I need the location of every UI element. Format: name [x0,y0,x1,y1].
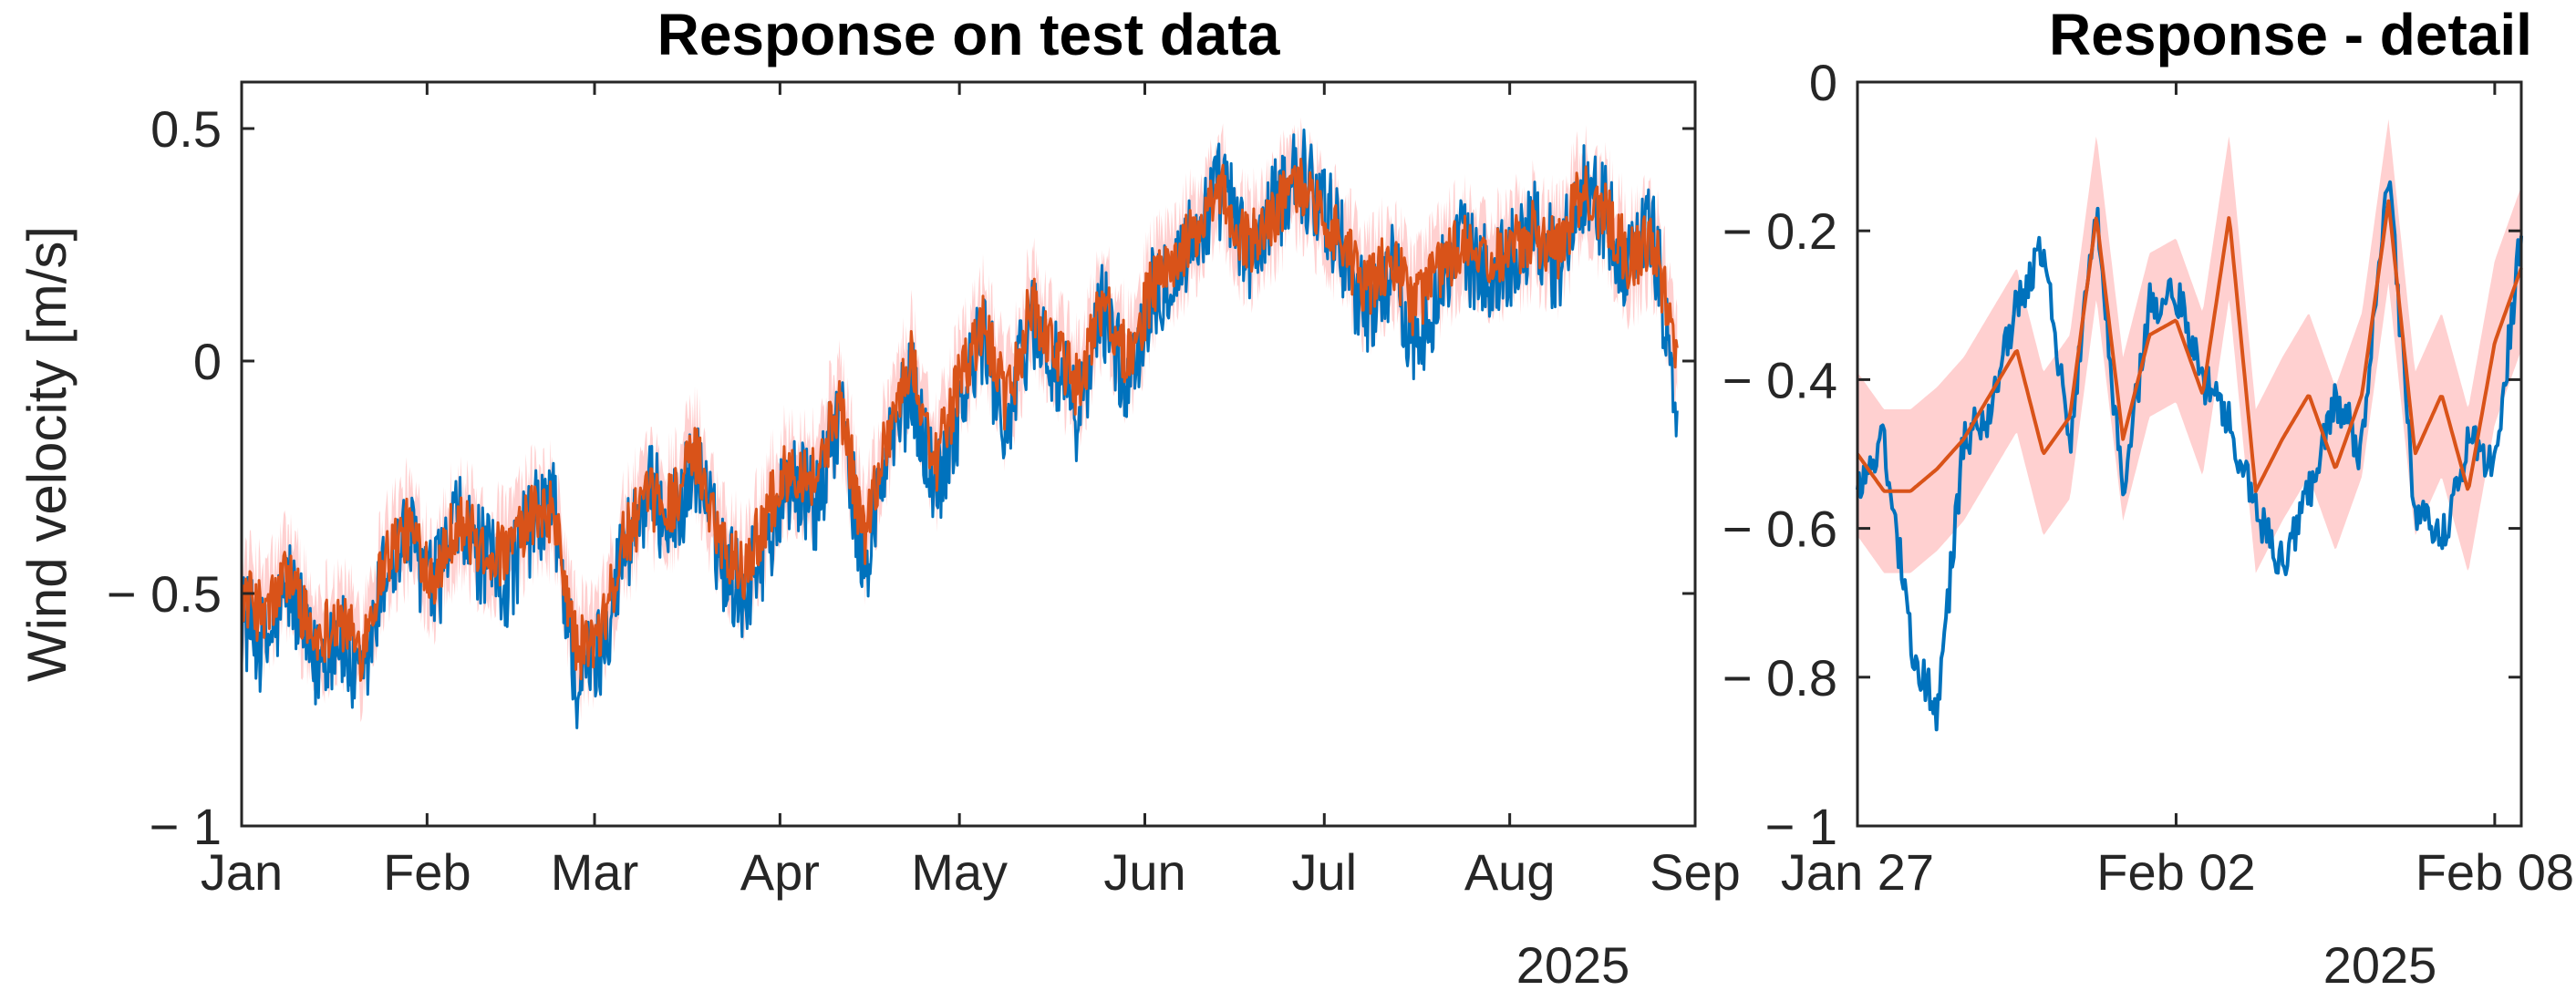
main-y-tick-label: 0.5 [150,100,222,158]
main-x-year-label: 2025 [1516,936,1630,994]
detail-x-tick-label: Jan 27 [1781,843,1934,901]
main-y-ticks: − 1 − 0.5 0 0.5 [107,100,1695,855]
main-y-tick-label: 0 [193,333,222,390]
main-x-tick-label: Mar [551,843,638,901]
main-chart-title: Response on test data [657,2,1280,67]
main-x-tick-label: Jul [1292,843,1358,901]
main-band-group [242,117,1678,723]
detail-x-ticks: Jan 27 Feb 02 Feb 08 [1781,82,2574,901]
detail-y-tick-label: − 0.2 [1723,202,1837,260]
main-x-tick-label: Apr [740,843,820,901]
detail-x-year-label: 2025 [2323,936,2437,994]
detail-x-tick-label: Feb 08 [2416,843,2574,901]
main-predicted-series [240,158,1679,682]
main-measured-line [240,129,1679,729]
main-x-tick-label: Feb [383,843,471,901]
detail-plot-area [1856,80,2523,828]
main-chart: Response on test data − 1 − 0.5 0 0.5 Jan Fe… [107,2,1741,994]
detail-y-tick-label: − 0.6 [1723,500,1837,558]
main-x-tick-label: Sep [1650,843,1741,901]
main-y-tick-label: − 1 [150,798,222,855]
main-predicted-line [240,158,1679,682]
main-measured-series [240,129,1679,729]
main-x-tick-label: May [911,843,1008,901]
detail-chart: Response - detail − 1 − 0.8 − 0.6 − 0.4 − 0.… [1723,2,2574,994]
detail-y-tick-label: − 1 [1765,798,1837,855]
main-plot-area [240,80,1697,828]
main-y-tick-label: − 0.5 [107,565,222,623]
detail-predicted-series [1856,199,2523,493]
detail-x-tick-label: Feb 02 [2096,843,2255,901]
main-confidence-band [242,117,1678,723]
main-x-tick-label: Jan [201,843,283,901]
main-x-ticks: Jan Feb Mar Apr May Jun Jul Aug Sep [201,82,1741,901]
detail-y-tick-label: − 0.4 [1723,351,1837,408]
main-x-tick-label: Jun [1103,843,1185,901]
detail-y-tick-label: 0 [1809,54,1837,111]
detail-y-ticks: − 1 − 0.8 − 0.6 − 0.4 − 0.2 0 [1723,54,2521,855]
y-axis-label: Wind velocity [m/s] [16,226,78,682]
detail-predicted-line [1856,199,2523,493]
main-x-tick-label: Aug [1464,843,1556,901]
detail-chart-title: Response - detail [2049,2,2532,67]
detail-y-tick-label: − 0.8 [1723,649,1837,707]
